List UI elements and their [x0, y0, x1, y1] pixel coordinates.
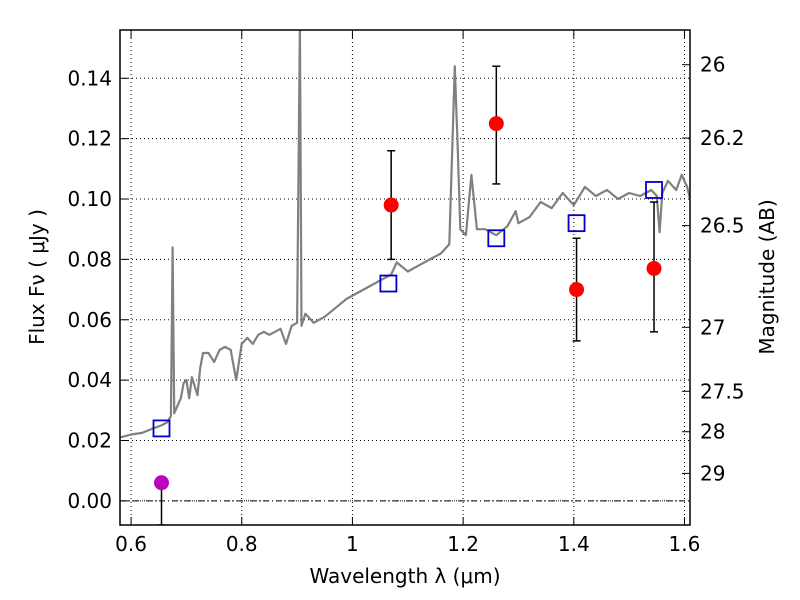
observed-flux-point — [569, 282, 585, 298]
synthetic-photometry-square — [152, 419, 171, 438]
y-tick-label: 0.10 — [67, 187, 112, 211]
axis-ticks — [120, 30, 690, 525]
y-tick-label: 0.08 — [67, 247, 112, 271]
y-tick-label: 0.04 — [67, 368, 112, 392]
plot-area — [120, 30, 690, 525]
synthetic-photometry-square — [567, 214, 586, 233]
observed-flux-point — [646, 260, 662, 276]
y2-tick-label: 26.2 — [700, 126, 745, 150]
y2-tick-label: 27 — [700, 315, 725, 339]
y2-tick-label: 28 — [700, 420, 725, 444]
observed-flux-point — [488, 116, 504, 132]
y-tick-label: 0.14 — [67, 66, 112, 90]
tick-labels: 0.6 0.8 1 1.2 1.4 1.6 0.00 0.02 0.04 0.06 0.08 0.10… — [67, 53, 744, 556]
synthetic-photometry-square — [379, 274, 398, 293]
x-tick-label: 0.6 — [115, 532, 147, 556]
y-tick-label: 0.02 — [67, 428, 112, 452]
x-tick-label: 1.6 — [669, 532, 701, 556]
synthetic-photometry-square — [645, 181, 663, 199]
x-axis-label: Wavelength λ (μm) — [309, 564, 500, 588]
y2-tick-label: 26 — [700, 53, 725, 77]
observed-flux-point — [383, 197, 399, 213]
y-tick-label: 0.12 — [67, 127, 112, 151]
model-spectrum-line — [120, 30, 690, 439]
y2-tick-label: 29 — [700, 461, 725, 485]
plot-frame — [119, 29, 691, 526]
y2-tick-label: 26.5 — [700, 214, 745, 238]
y-tick-label: 0.06 — [67, 308, 112, 332]
x-tick-label: 1.2 — [447, 532, 479, 556]
x-tick-label: 1 — [346, 532, 359, 556]
y2-axis-label: Magnitude (AB) — [755, 199, 779, 354]
grid-lines — [120, 30, 690, 525]
y2-tick-label: 27.5 — [700, 379, 745, 403]
y-tick-label: 0.00 — [67, 489, 112, 513]
observed-flux-point — [154, 475, 170, 491]
x-tick-label: 0.8 — [226, 532, 258, 556]
y-axis-label: Flux Fν ( μJy ) — [25, 209, 49, 345]
synthetic-photometry-square — [487, 229, 506, 248]
x-tick-label: 1.4 — [558, 532, 590, 556]
